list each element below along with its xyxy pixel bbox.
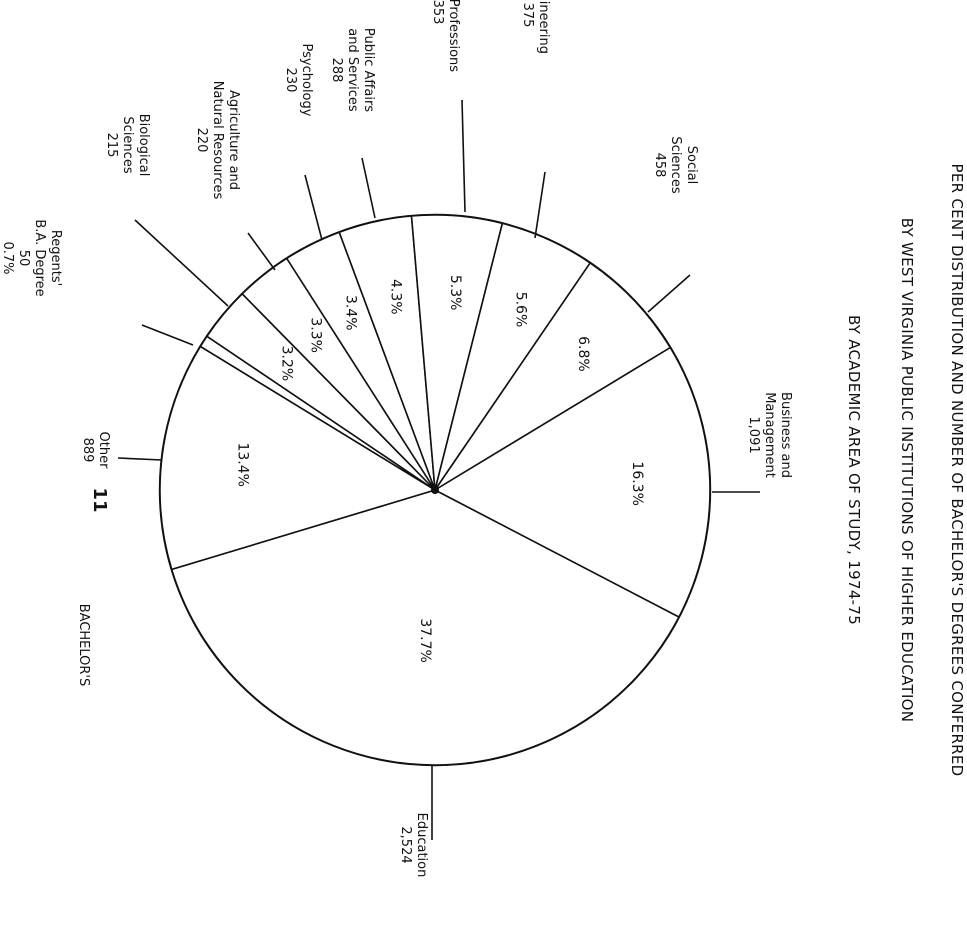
leader-line — [648, 275, 690, 312]
slice-label-line: 375 — [520, 3, 535, 28]
slice-label-line: 288 — [329, 58, 344, 83]
slice-label: Regents'B.A. Degree500.7% — [0, 219, 63, 296]
percent-label: 16.3% — [629, 461, 645, 505]
slice-label-line: 220 — [194, 128, 209, 153]
leader-line — [135, 220, 228, 306]
slice-label-line: Engineering — [536, 0, 551, 54]
slice-label-line: 50 — [16, 250, 31, 267]
center-label: BACHELOR'S — [76, 604, 91, 687]
slice-label: Psychology230 — [283, 44, 314, 117]
slice-label-line: 889 — [80, 438, 95, 463]
title-line-1: PER CENT DISTRIBUTION AND NUMBER OF BACH… — [948, 163, 966, 776]
slice-label: Engineering375 — [520, 0, 551, 54]
slice-label-line: Psychology — [299, 44, 314, 117]
leader-line — [305, 175, 322, 240]
slice-label: Other889 — [80, 432, 111, 470]
slice-label-line: 1,091 — [746, 416, 761, 453]
leader-line — [362, 158, 375, 218]
slice-label: BiologicalSciences215 — [104, 114, 151, 177]
slice-label: Public Affairsand Services288 — [329, 28, 376, 112]
slice-label-line: Regents' — [48, 230, 63, 286]
percent-label: 3.3% — [308, 317, 324, 353]
slice-label-line: 2,524 — [398, 826, 413, 863]
slice-label-line: 353 — [430, 0, 445, 24]
slice-label-line: Sciences — [668, 136, 683, 193]
slice-label-line: Public Affairs — [361, 28, 376, 112]
page-number: 11 — [89, 487, 110, 512]
percent-label: 3.4% — [343, 295, 359, 331]
title-line-2: BY WEST VIRGINIA PUBLIC INSTITUTIONS OF … — [898, 218, 916, 723]
slice-label: Health Professions353 — [430, 0, 461, 72]
slice-label-line: 458 — [652, 153, 667, 178]
slice-label-line: Sciences — [120, 116, 135, 173]
leader-line — [248, 233, 275, 270]
percent-label: 6.8% — [575, 336, 591, 372]
slice-label-line: Management — [762, 392, 777, 478]
slice-label-line: Social — [684, 146, 699, 185]
slice-label-line: 230 — [283, 68, 298, 93]
slice-label: Business andManagement1,091 — [746, 392, 793, 478]
pie-center-dot — [431, 486, 439, 494]
slice-label-line: Agriculture and — [226, 90, 241, 190]
percent-label: 13.4% — [235, 442, 251, 486]
leader-line — [142, 325, 193, 345]
pie-layer: 37.7% Education2,524 13.4% Other889 Regents'… — [0, 0, 793, 877]
percent-label: 4.3% — [388, 279, 404, 315]
title-line-3: BY ACADEMIC AREA OF STUDY, 1974-75 — [845, 315, 863, 625]
slice-label: SocialSciences458 — [652, 136, 699, 193]
leader-line — [535, 172, 545, 238]
slice-label-line: 215 — [104, 133, 119, 158]
percent-label: 3.2% — [279, 346, 295, 382]
percent-label: 37.7% — [417, 618, 433, 662]
slice-label-line: Biological — [136, 114, 151, 177]
percent-label: 5.6% — [512, 292, 528, 328]
slice-label-line: B.A. Degree — [32, 219, 47, 296]
slice-label: Agriculture andNatural Resources220 — [194, 81, 241, 200]
slice-label-line: Natural Resources — [210, 81, 225, 200]
slice-label-line: Other — [96, 432, 111, 470]
percent-label: 5.3% — [447, 275, 463, 311]
slice-label: Education2,524 — [398, 813, 429, 878]
slice-label-line: Health Professions — [446, 0, 461, 72]
leader-line — [118, 458, 162, 460]
slice-label-line: Education — [414, 813, 429, 878]
slice-label-line: and Services — [345, 28, 360, 112]
slice-label-line: Business and — [778, 392, 793, 478]
slice-label-line: 0.7% — [0, 241, 15, 274]
leader-line — [462, 100, 465, 212]
